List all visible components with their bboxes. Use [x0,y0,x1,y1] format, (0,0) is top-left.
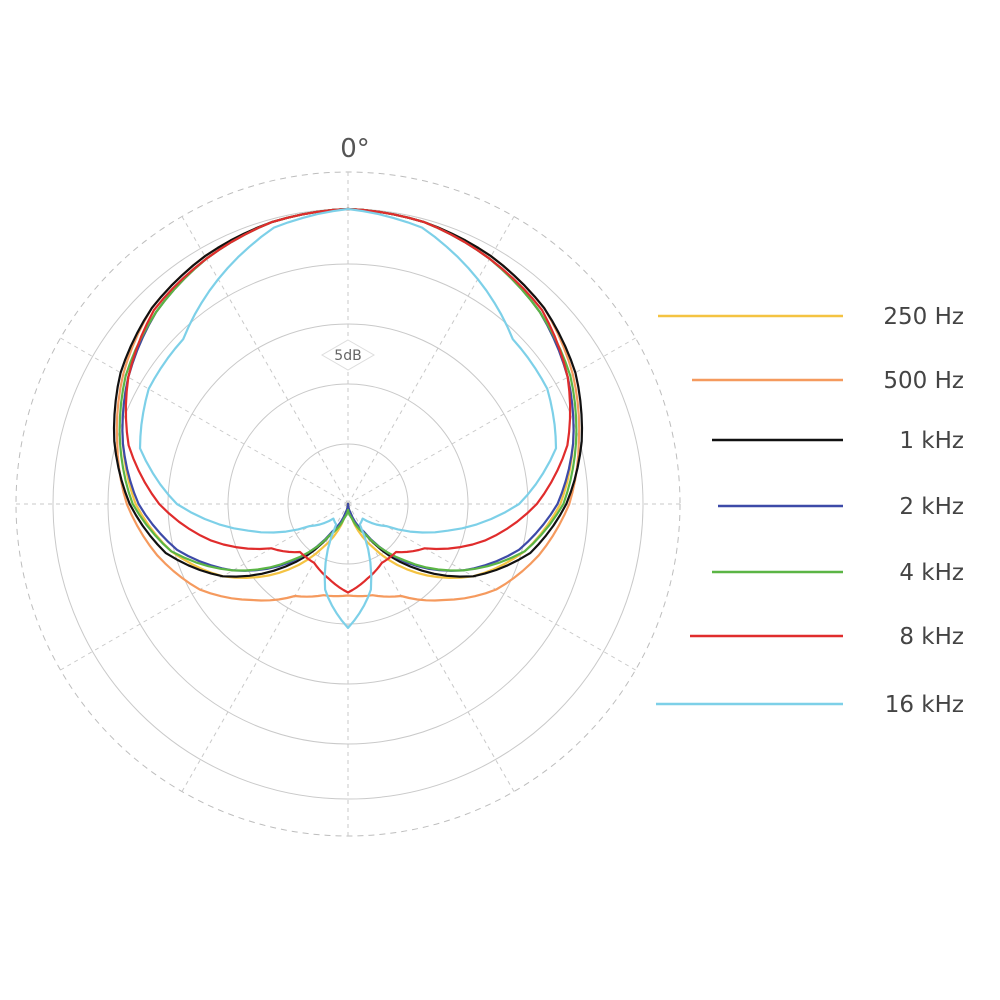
curve-4-khz [118,207,578,572]
curve-500-hz [115,207,581,602]
curve-16-khz [138,207,558,630]
legend: 250 Hz 500 Hz 1 kHz 2 kHz 4 kHz 8 kHz 16 kHz [656,304,964,718]
legend-label-250-hz: 250 Hz [883,304,964,330]
grid-spoke [347,337,636,505]
legend-label-2-khz: 2 kHz [899,494,964,520]
db-label-diamond [320,339,376,371]
legend-label-500-hz: 500 Hz [883,368,964,394]
grid-spoke [60,503,349,671]
angle-label-0deg: 0° [340,134,370,164]
grid-spoke [347,503,636,671]
legend-label-16-khz: 16 kHz [885,692,964,718]
legend-label-4-khz: 4 kHz [899,560,964,586]
polar-curves [112,207,584,630]
grid-spoke [60,337,349,505]
curve-8-khz [124,207,572,594]
legend-label-1-khz: 1 kHz [899,428,964,454]
legend-label-8-khz: 8 kHz [899,624,964,650]
db-scale-label: 5dB [334,348,361,364]
db-scale-marker: 5dB [320,339,376,371]
